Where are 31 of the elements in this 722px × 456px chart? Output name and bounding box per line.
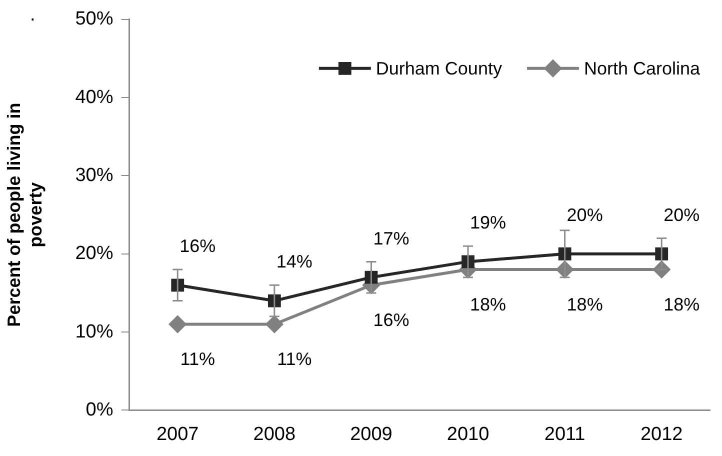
x-tick-label: 2010 (446, 424, 490, 445)
x-tick-label: 2012 (640, 424, 683, 445)
legend-label: Durham County (376, 58, 502, 78)
x-tick-label: 2007 (156, 424, 199, 445)
point (169, 316, 186, 333)
data-label: 18% (664, 294, 700, 314)
y-tick-label: 10% (75, 321, 114, 342)
data-label: 16% (180, 236, 216, 256)
y-axis-title: Percent of people living in poverty (4, 102, 46, 327)
y-tick-label: 40% (75, 86, 114, 108)
legend-label: North Carolina (584, 58, 701, 78)
y-tick-label: 20% (75, 243, 114, 264)
y-tick-label: 0% (86, 399, 114, 420)
x-tick-label: 2008 (253, 424, 296, 445)
data-label: 18% (566, 294, 603, 314)
x-tick-label: 2009 (350, 424, 392, 445)
y-tick-label: 30% (75, 164, 114, 186)
text: . (30, 4, 36, 26)
data-label: 20% (566, 204, 603, 225)
data-label: 18% (470, 294, 506, 314)
data-label: 17% (373, 228, 410, 248)
data-label: 11% (180, 349, 215, 370)
data-label: 16% (373, 310, 410, 330)
data-label: 19% (470, 212, 506, 233)
data-label: 20% (664, 204, 700, 225)
x-tick-label: 2011 (544, 424, 586, 445)
data-label: 11% (277, 349, 312, 370)
data-label: 14% (276, 252, 312, 272)
point (266, 316, 283, 333)
point (653, 261, 670, 278)
y-tick-label: 50% (75, 8, 114, 30)
